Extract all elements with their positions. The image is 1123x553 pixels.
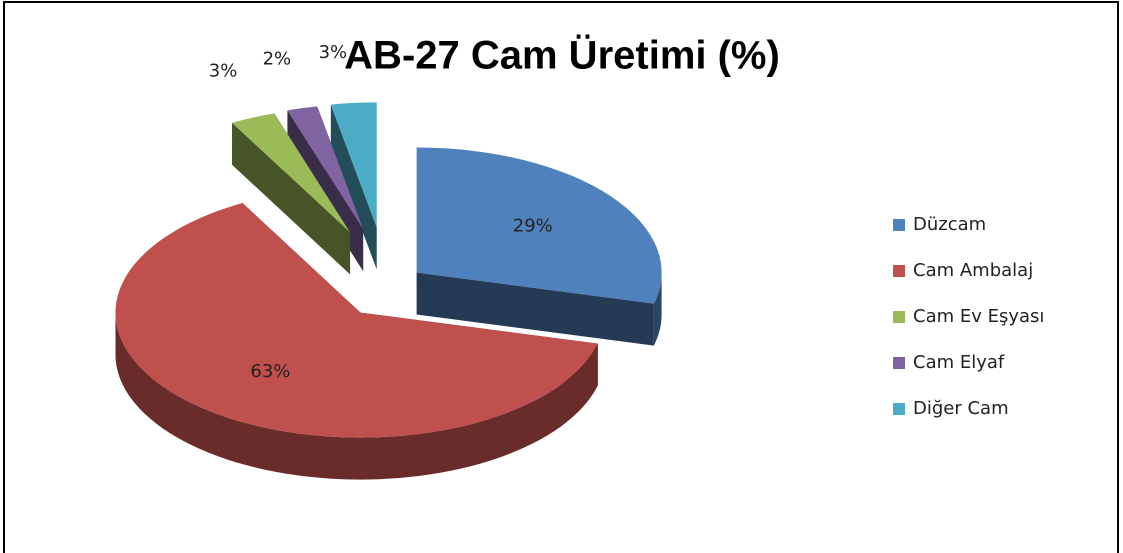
legend-swatch — [893, 265, 905, 277]
pie-slice — [287, 106, 364, 230]
legend-swatch — [893, 403, 905, 415]
legend-label: Cam Ambalaj — [913, 260, 1033, 281]
slice-side — [115, 312, 598, 480]
legend-label: Düzcam — [913, 214, 986, 235]
pie-slice — [416, 147, 662, 304]
data-label: 3% — [209, 61, 238, 82]
data-label: 3% — [319, 42, 348, 63]
slice-side — [416, 272, 654, 346]
slice-side — [330, 104, 377, 270]
legend-label: Cam Elyaf — [913, 352, 1005, 373]
pie-slice — [330, 102, 377, 228]
legend-swatch — [893, 219, 905, 231]
data-label: 29% — [513, 216, 553, 237]
legend-label: Diğer Cam — [913, 398, 1009, 419]
legend-label: Cam Ev Eşyası — [913, 306, 1044, 327]
legend-swatch — [893, 311, 905, 323]
data-label: 63% — [250, 361, 290, 382]
legend-swatch — [893, 357, 905, 369]
data-label: 2% — [263, 49, 292, 70]
chart-title: AB-27 Cam Üretimi (%) — [344, 33, 780, 78]
slice-side — [232, 122, 351, 275]
slice-side — [653, 272, 662, 346]
pie-slice — [115, 203, 598, 438]
pie-slice — [232, 113, 351, 233]
